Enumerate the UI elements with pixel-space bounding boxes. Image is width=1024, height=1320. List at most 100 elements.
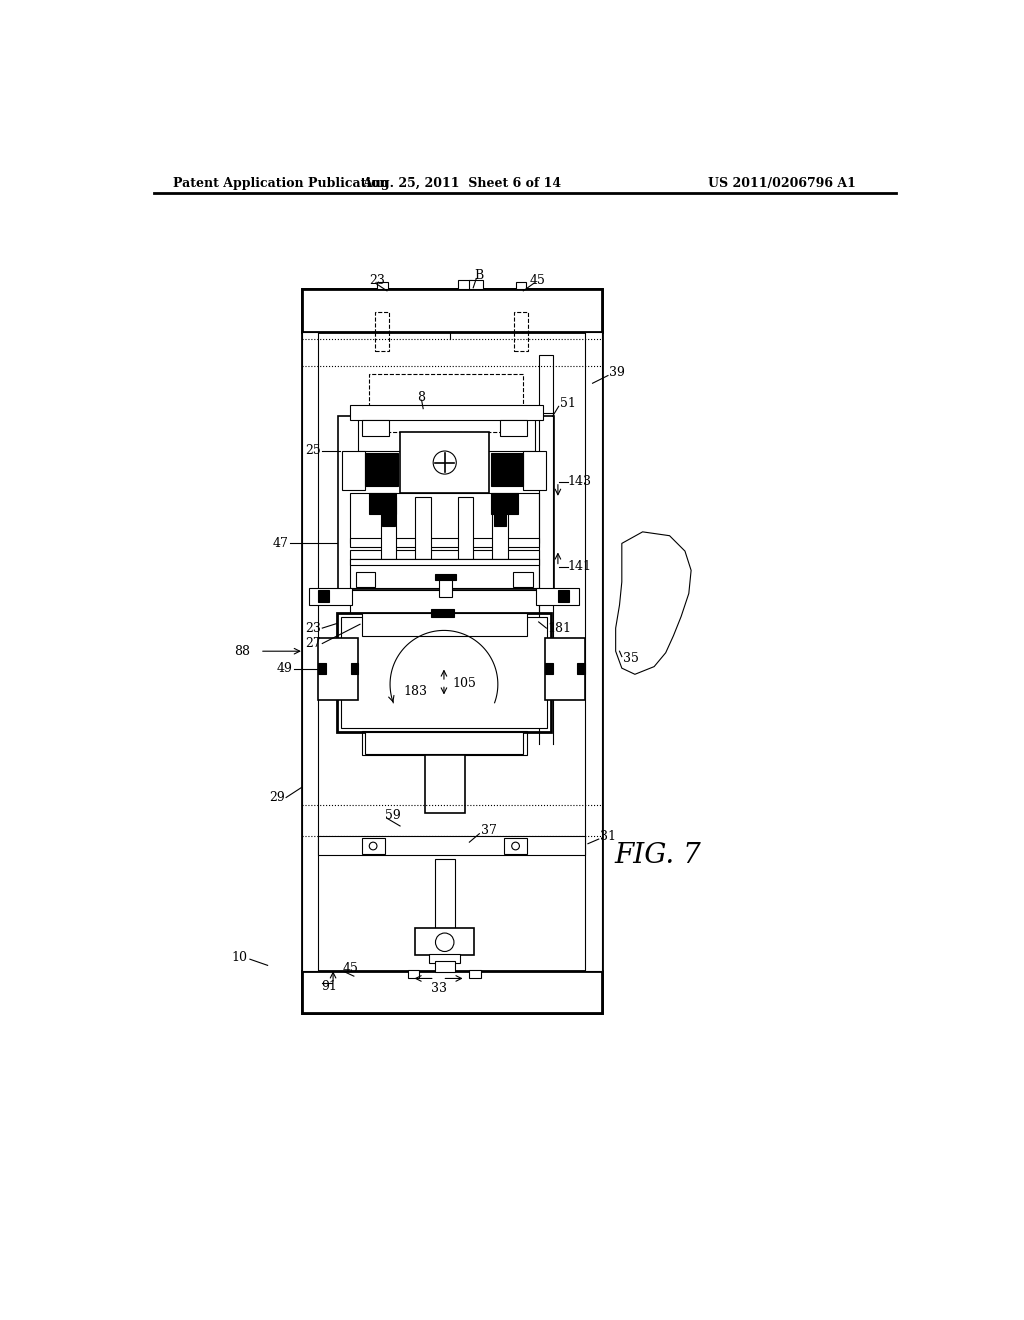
Text: Aug. 25, 2011  Sheet 6 of 14: Aug. 25, 2011 Sheet 6 of 14 bbox=[362, 177, 561, 190]
Text: 183: 183 bbox=[403, 685, 428, 698]
Text: 35: 35 bbox=[624, 652, 639, 665]
Bar bbox=[400, 432, 488, 494]
Text: B: B bbox=[474, 269, 483, 282]
Bar bbox=[370, 492, 396, 515]
Bar bbox=[504, 838, 527, 854]
Bar bbox=[317, 590, 330, 602]
Text: 143: 143 bbox=[568, 475, 592, 488]
Text: 51: 51 bbox=[560, 397, 577, 409]
Text: 45: 45 bbox=[529, 273, 546, 286]
Bar bbox=[361, 612, 527, 636]
Bar bbox=[361, 420, 388, 436]
Bar bbox=[351, 663, 358, 675]
Bar bbox=[318, 836, 585, 855]
Bar bbox=[408, 970, 419, 978]
Text: 45: 45 bbox=[342, 962, 358, 975]
Bar bbox=[318, 638, 358, 700]
Text: 10: 10 bbox=[231, 952, 248, 964]
Text: FIG. 7: FIG. 7 bbox=[614, 842, 700, 869]
Circle shape bbox=[512, 842, 519, 850]
Bar bbox=[438, 578, 453, 598]
Bar bbox=[350, 539, 539, 548]
Bar bbox=[513, 572, 532, 587]
Bar bbox=[350, 558, 539, 590]
Bar bbox=[361, 838, 385, 854]
Bar bbox=[301, 289, 602, 1014]
Text: 23: 23 bbox=[370, 273, 385, 286]
Bar bbox=[416, 928, 474, 956]
Bar bbox=[435, 961, 455, 973]
Bar bbox=[366, 733, 523, 754]
Bar bbox=[539, 355, 553, 412]
Text: 29: 29 bbox=[269, 791, 285, 804]
Text: 141: 141 bbox=[568, 560, 592, 573]
Bar bbox=[361, 730, 527, 755]
Bar bbox=[356, 572, 376, 587]
Bar bbox=[435, 574, 457, 581]
Bar bbox=[500, 420, 527, 436]
Text: 49: 49 bbox=[276, 663, 292, 676]
Bar bbox=[494, 513, 506, 527]
Text: 33: 33 bbox=[430, 982, 446, 995]
Bar bbox=[458, 280, 472, 289]
Text: 25: 25 bbox=[305, 445, 321, 458]
Bar bbox=[514, 313, 528, 331]
Text: US 2011/0206796 A1: US 2011/0206796 A1 bbox=[708, 177, 856, 190]
Bar bbox=[350, 558, 539, 565]
Bar bbox=[370, 374, 523, 432]
Text: 105: 105 bbox=[453, 677, 476, 690]
Bar bbox=[425, 755, 465, 813]
Bar bbox=[514, 331, 528, 351]
Bar bbox=[545, 638, 585, 700]
Bar bbox=[429, 954, 460, 964]
Text: 91: 91 bbox=[322, 979, 337, 993]
Bar bbox=[578, 663, 585, 675]
Text: 88: 88 bbox=[233, 644, 250, 657]
Bar bbox=[376, 313, 389, 331]
Text: 47: 47 bbox=[272, 537, 289, 550]
Bar bbox=[342, 451, 366, 490]
Bar bbox=[350, 549, 539, 558]
Bar bbox=[490, 453, 523, 486]
Bar bbox=[339, 416, 554, 590]
Bar bbox=[301, 970, 602, 1014]
Text: 31: 31 bbox=[600, 829, 616, 842]
Bar bbox=[337, 612, 551, 733]
Text: Patent Application Publication: Patent Application Publication bbox=[173, 177, 388, 190]
Text: 27: 27 bbox=[305, 638, 321, 649]
Bar bbox=[350, 494, 539, 544]
Bar bbox=[318, 663, 326, 675]
Bar bbox=[357, 416, 535, 451]
Bar bbox=[350, 589, 539, 612]
Text: 23: 23 bbox=[305, 622, 321, 635]
Text: 39: 39 bbox=[609, 366, 626, 379]
Bar bbox=[341, 616, 547, 729]
Bar bbox=[301, 289, 602, 331]
Bar bbox=[377, 281, 388, 289]
Bar bbox=[469, 970, 481, 978]
Text: 8: 8 bbox=[417, 391, 425, 404]
Bar bbox=[376, 331, 389, 351]
Bar bbox=[382, 513, 394, 527]
Bar bbox=[309, 589, 351, 605]
Bar bbox=[458, 498, 473, 558]
Bar bbox=[469, 280, 483, 289]
Bar bbox=[493, 498, 508, 558]
Bar bbox=[301, 331, 318, 970]
Circle shape bbox=[435, 933, 454, 952]
Circle shape bbox=[370, 842, 377, 850]
Bar bbox=[545, 663, 553, 675]
Text: 37: 37 bbox=[481, 824, 497, 837]
Text: 59: 59 bbox=[385, 809, 400, 822]
Bar bbox=[431, 609, 454, 616]
Bar bbox=[515, 281, 526, 289]
Bar bbox=[350, 405, 543, 420]
Bar bbox=[490, 492, 518, 515]
Bar bbox=[435, 859, 455, 928]
Bar bbox=[558, 590, 569, 602]
Text: 181: 181 bbox=[548, 622, 571, 635]
Bar bbox=[381, 498, 396, 558]
Bar bbox=[537, 589, 579, 605]
Bar bbox=[585, 331, 602, 970]
Bar bbox=[416, 498, 431, 558]
